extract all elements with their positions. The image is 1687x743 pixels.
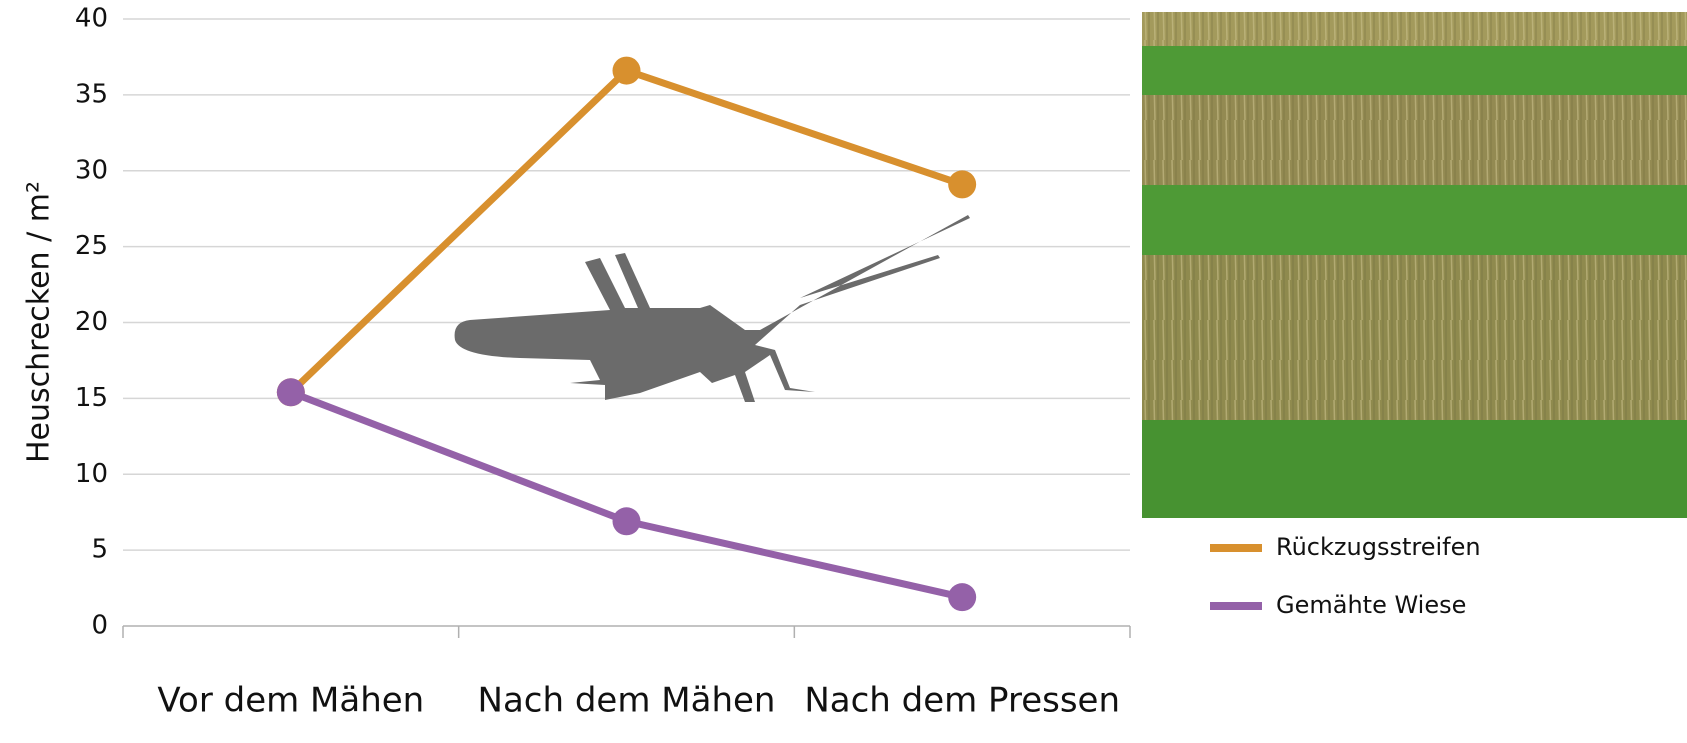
- point: [613, 507, 641, 535]
- point: [948, 170, 976, 198]
- point: [948, 583, 976, 611]
- y-tick-label: 40: [75, 4, 108, 34]
- y-tick-label: 30: [75, 155, 108, 185]
- point: [277, 378, 305, 406]
- x-tick-label: Nach dem Mähen: [478, 681, 776, 721]
- photo: [1142, 12, 1687, 518]
- chart: Heuschrecken / m² 0 5 10 15 20 25 30 35 40 Vor de…: [0, 0, 1687, 743]
- y-tick-label: 35: [75, 79, 108, 109]
- y-tick-label: 5: [91, 535, 108, 565]
- legend-label: Gemähte Wiese: [1276, 591, 1466, 619]
- y-tick-label: 0: [91, 611, 108, 641]
- y-axis-label: Heuschrecken / m²: [22, 181, 57, 463]
- y-tick-label: 10: [75, 459, 108, 489]
- y-tick-label: 20: [75, 307, 108, 337]
- x-tick-label: Vor dem Mähen: [157, 681, 424, 721]
- x-tick-label: Nach dem Pressen: [804, 681, 1120, 721]
- grasshopper: [455, 215, 970, 402]
- point: [613, 57, 641, 85]
- legend-label: Rückzugsstreifen: [1276, 533, 1481, 561]
- series-line: [291, 392, 962, 597]
- y-tick-label: 15: [75, 383, 108, 413]
- y-tick-label: 25: [75, 231, 108, 261]
